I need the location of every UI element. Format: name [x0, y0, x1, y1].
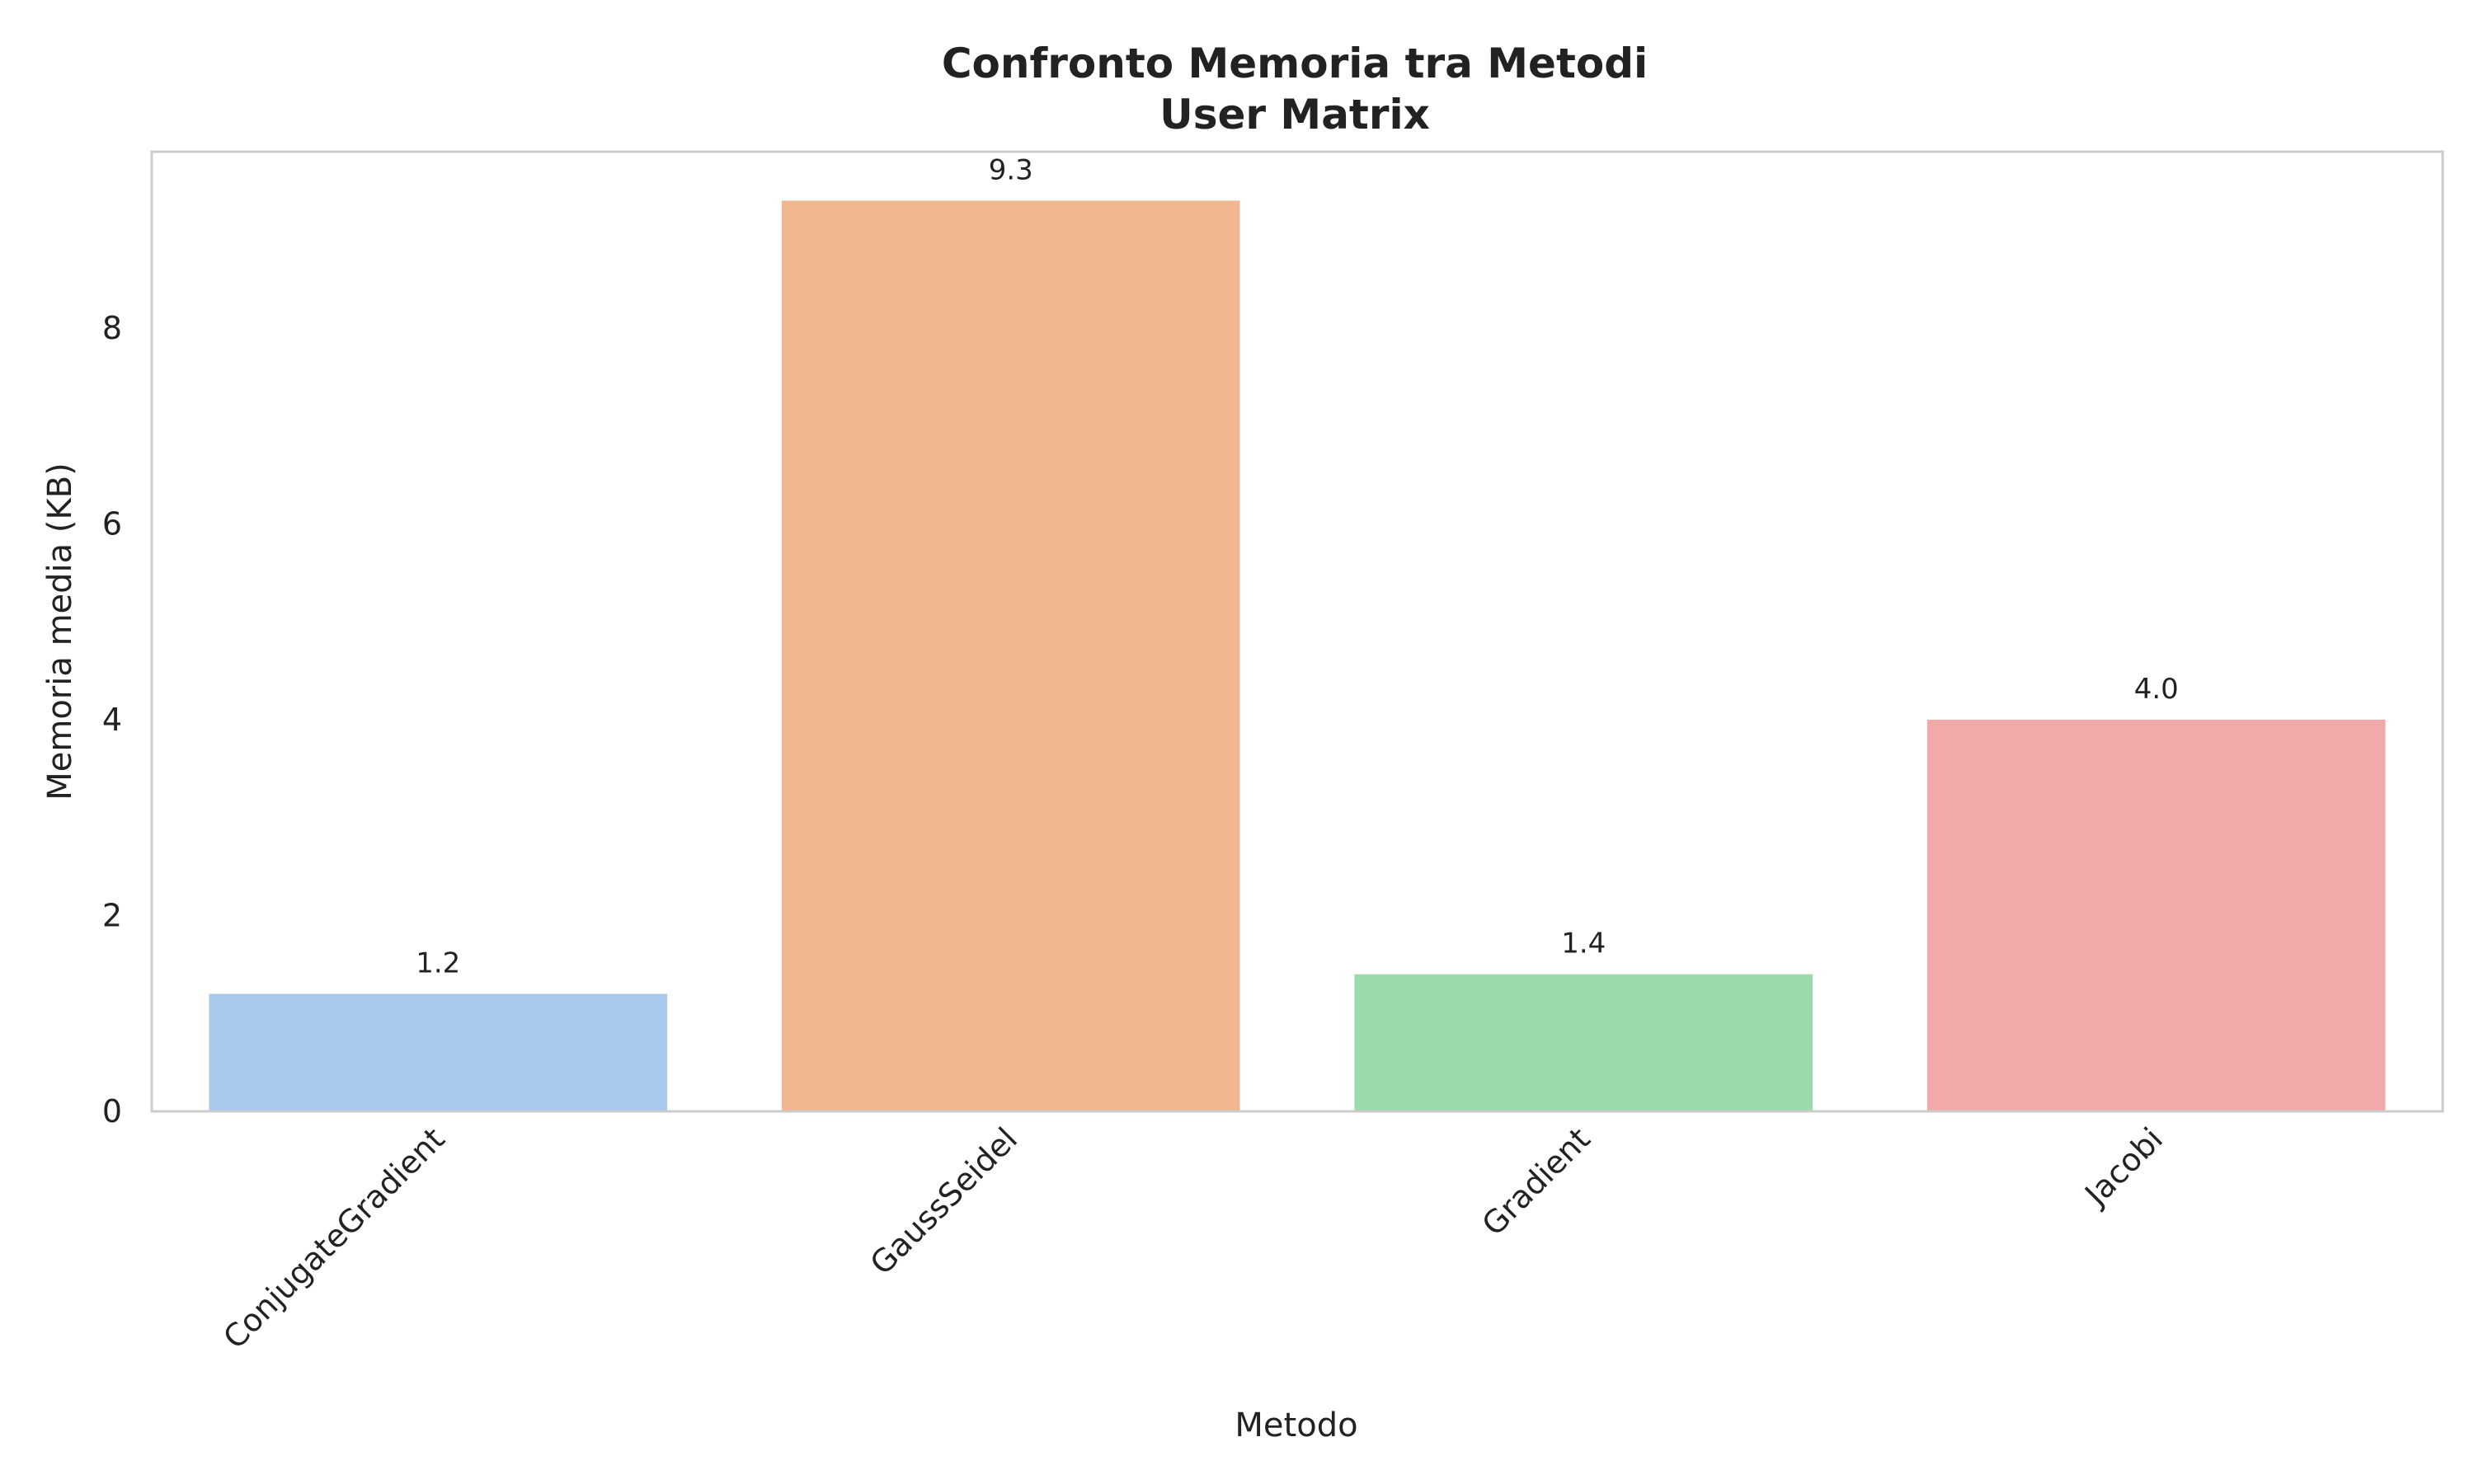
y-tick-label-0: 0	[102, 1093, 122, 1129]
bar-conjugategradient	[209, 993, 668, 1111]
y-tick-label-4: 4	[102, 702, 122, 738]
y-tick-label-6: 6	[102, 505, 122, 542]
plot-frame	[150, 150, 2444, 1113]
y-tick-label-8: 8	[102, 310, 122, 346]
chart-subtitle: User Matrix	[1159, 91, 1430, 139]
y-tick-label-2: 2	[102, 897, 122, 933]
x-tick-label-conjugategradient: ConjugateGradient	[216, 1120, 451, 1355]
bar-gaussseidel	[781, 200, 1240, 1112]
bar-jacobi	[1926, 719, 2386, 1111]
chart-title: Confronto Memoria tra Metodi	[942, 40, 1648, 87]
value-labels-layer: 1.2 9.3 1.4 4.0	[416, 153, 2179, 979]
value-label-gaussseidel: 9.3	[989, 153, 1033, 186]
x-tick-label-jacobi: Jacobi	[2077, 1120, 2170, 1214]
bars-layer	[209, 200, 2386, 1112]
y-axis-ticks: 0 2 4 6 8	[102, 310, 122, 1129]
value-label-conjugategradient: 1.2	[416, 946, 460, 979]
value-label-jacobi: 4.0	[2134, 673, 2179, 706]
bar-gradient	[1354, 974, 1813, 1111]
x-axis-ticks: ConjugateGradient GaussSeidel Gradient Jaco…	[216, 1120, 2170, 1355]
x-tick-label-gaussseidel: GaussSeidel	[863, 1120, 1025, 1282]
x-axis-label: Metodo	[1235, 1407, 1357, 1444]
value-label-gradient: 1.4	[1561, 928, 1606, 960]
x-tick-label-gradient: Gradient	[1475, 1120, 1597, 1242]
y-axis-label: Memoria media (KB)	[41, 463, 79, 801]
